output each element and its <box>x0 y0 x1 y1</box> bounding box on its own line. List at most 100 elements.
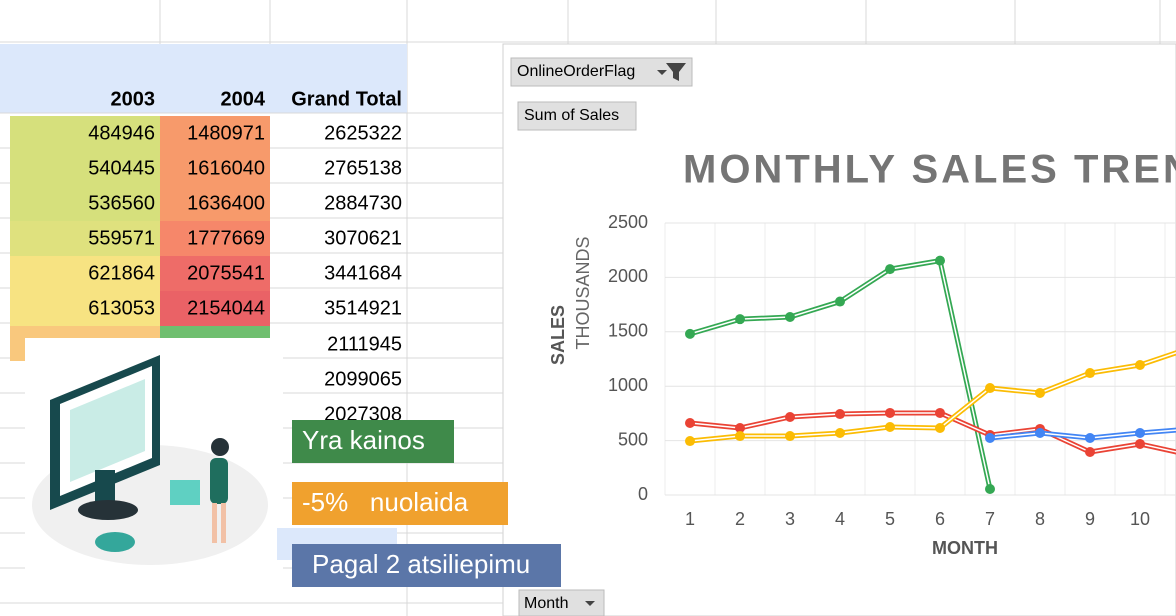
point <box>785 431 795 442</box>
heat-cell <box>10 256 160 291</box>
heat-cell <box>10 186 160 221</box>
point <box>1135 427 1145 438</box>
banner-text: -5% nuolaida <box>302 487 469 517</box>
x-tick-label: 10 <box>1130 509 1150 529</box>
y-tick-label: 2500 <box>608 212 648 232</box>
cell: 2625322 <box>324 122 402 144</box>
point <box>835 427 845 438</box>
dropdown-icon <box>585 601 595 606</box>
point <box>985 432 995 443</box>
page-field[interactable]: OnlineOrderFlag <box>517 63 635 80</box>
point <box>935 407 945 418</box>
heat-cell <box>160 291 270 326</box>
point <box>735 431 745 442</box>
heat-cell <box>160 116 270 151</box>
point <box>685 328 695 339</box>
heat-cell <box>10 151 160 186</box>
x-tick-label: 2 <box>735 509 745 529</box>
chart-area <box>502 43 1176 616</box>
heat-cell <box>160 221 270 256</box>
cell: 613053 <box>88 297 155 319</box>
cell: 3514921 <box>324 297 402 319</box>
heat-cell <box>10 291 160 326</box>
point <box>935 255 945 266</box>
chart-title: MONTHLY SALES TREND <box>683 148 1176 192</box>
filter-icon <box>657 63 686 81</box>
heat-cell <box>160 186 270 221</box>
point <box>685 417 695 428</box>
line-chart: MONTHLY SALES TREND 0 500 1000 1500 2000 2500 1… <box>548 148 1176 558</box>
banner <box>292 544 561 587</box>
point <box>735 422 745 433</box>
cell: 1480971 <box>187 122 265 144</box>
column-header: Grand Total <box>291 88 402 110</box>
cell: 540445 <box>88 157 155 179</box>
column-header: 2004 <box>221 88 266 110</box>
y-tick-label: 500 <box>618 429 648 449</box>
x-axis-title: MONTH <box>932 538 998 558</box>
cell: 2884730 <box>324 192 402 214</box>
point <box>985 383 995 394</box>
x-tick-label: 9 <box>1085 509 1095 529</box>
cell: 3070621 <box>324 227 402 249</box>
point <box>1085 447 1095 458</box>
cell: 1636400 <box>187 192 265 214</box>
data-field[interactable]: Sum of Sales <box>524 107 619 124</box>
data-field-button[interactable] <box>517 101 637 131</box>
point <box>885 264 895 275</box>
point <box>785 411 795 422</box>
heat-cell <box>10 221 160 256</box>
y-tick-label: 2000 <box>608 266 648 286</box>
cell: 2765138 <box>324 157 402 179</box>
cell: 1616040 <box>187 157 265 179</box>
y-axis-subtitle: THOUSANDS <box>573 236 593 349</box>
x-tick-label: 3 <box>785 509 795 529</box>
point <box>985 484 995 495</box>
point <box>1085 432 1095 443</box>
cell: 559571 <box>88 227 155 249</box>
point <box>1135 438 1145 449</box>
point <box>685 436 695 447</box>
x-tick-label: 1 <box>685 509 695 529</box>
cell: 2111945 <box>327 333 402 355</box>
heat-cell <box>160 256 270 291</box>
point <box>1085 368 1095 379</box>
x-tick-label: 5 <box>885 509 895 529</box>
point <box>735 314 745 325</box>
point <box>1135 359 1145 370</box>
y-tick-label: 0 <box>638 484 648 504</box>
banner-text: Yra kainos <box>302 425 425 455</box>
cell: 2154044 <box>187 297 265 319</box>
cell: 536560 <box>88 192 155 214</box>
column-header: 2003 <box>111 88 156 110</box>
cell: 2099065 <box>324 368 402 390</box>
x-tick-label: 7 <box>985 509 995 529</box>
point <box>1035 427 1045 438</box>
cell: 2027308 <box>324 403 402 425</box>
y-axis-title: SALES <box>548 305 568 365</box>
cell: 621864 <box>88 262 155 284</box>
point <box>835 296 845 307</box>
cell: 2075541 <box>187 262 265 284</box>
x-tick-label: 8 <box>1035 509 1045 529</box>
y-tick-label: 1000 <box>608 375 648 395</box>
banner-text: Pagal 2 atsiliepimu <box>312 549 530 579</box>
x-tick-label: 6 <box>935 509 945 529</box>
illustration <box>25 338 283 577</box>
point <box>935 422 945 433</box>
cell: 3441684 <box>324 262 402 284</box>
y-tick-label: 1500 <box>608 321 648 341</box>
cell: 484946 <box>88 122 155 144</box>
point <box>1035 387 1045 398</box>
heat-cell <box>160 151 270 186</box>
banner <box>292 482 508 525</box>
banner <box>292 420 454 463</box>
point <box>835 409 845 420</box>
point <box>885 422 895 432</box>
cell: 1777669 <box>187 227 265 249</box>
heat-cell <box>10 116 160 151</box>
row-field[interactable]: Month <box>524 595 568 612</box>
